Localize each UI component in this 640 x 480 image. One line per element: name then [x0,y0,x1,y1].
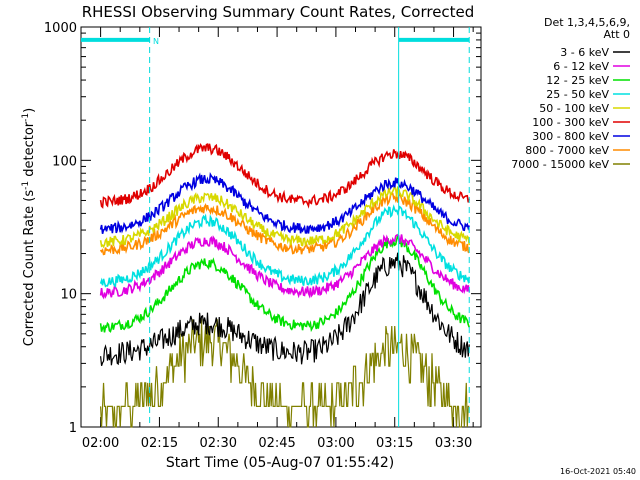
legend-label: 3 - 6 keV [560,46,609,59]
y-axis-label-sup1: -1 [21,181,31,190]
axis-ticks [81,27,481,428]
series-line [99,233,470,333]
legend-label: 25 - 50 keV [546,88,609,101]
y-tick-label: 100 [52,154,77,169]
legend-label: 6 - 12 keV [553,60,609,73]
series-line [99,204,471,288]
legend-header-line-1: Det 1,3,4,5,6,9, [544,16,630,29]
legend-header-line-2: Att 0 [604,28,630,41]
flags-layer [81,27,470,427]
x-tick-labels: 02:00 02:15 02:30 02:45 03:00 03:15 03:30 [82,436,472,451]
chart-title: RHESSI Observing Summary Count Rates, Co… [82,3,475,21]
y-tick-label: 1 [69,421,77,436]
footer-timestamp: 16-Oct-2021 05:40 [560,467,636,476]
y-tick-label: 10 [60,288,77,303]
legend-label: 100 - 300 keV [532,116,609,129]
series-line [99,142,471,209]
x-axis-label: Start Time (05-Aug-07 01:55:42) [166,455,394,471]
x-tick-label: 02:00 [82,436,119,451]
y-axis-label-end: ) [22,108,37,113]
legend-label: 800 - 7000 keV [525,144,609,157]
flare-flag-label: N [153,37,159,46]
y-axis-label: Corrected Count Rate (s-1 detector-1) [21,108,37,346]
y-tick-label: 1000 [44,21,77,36]
x-tick-label: 03:30 [435,436,472,451]
y-axis-label-sup2: -1 [21,113,31,122]
plot-frame [80,26,482,428]
series-layer [99,142,471,428]
series-line [100,252,470,366]
x-tick-label: 03:15 [376,436,413,451]
legend-label: 50 - 100 keV [539,102,609,115]
y-tick-labels: 1 10 100 1000 [44,21,77,436]
legend-label: 12 - 25 keV [546,74,609,87]
y-axis-label-mid: detector [22,121,37,181]
legend-label: 300 - 800 keV [532,130,609,143]
legend-label: 7000 - 15000 keV [511,158,609,171]
x-tick-label: 02:30 [200,436,237,451]
series-line [99,171,470,234]
y-axis-label-main: Corrected Count Rate (s [22,190,37,347]
series-line [99,184,471,249]
x-tick-label: 02:15 [141,436,178,451]
series-line [99,234,471,300]
series-line [99,192,470,256]
series-line [100,319,470,428]
x-tick-label: 02:45 [258,436,295,451]
x-tick-label: 03:00 [317,436,354,451]
